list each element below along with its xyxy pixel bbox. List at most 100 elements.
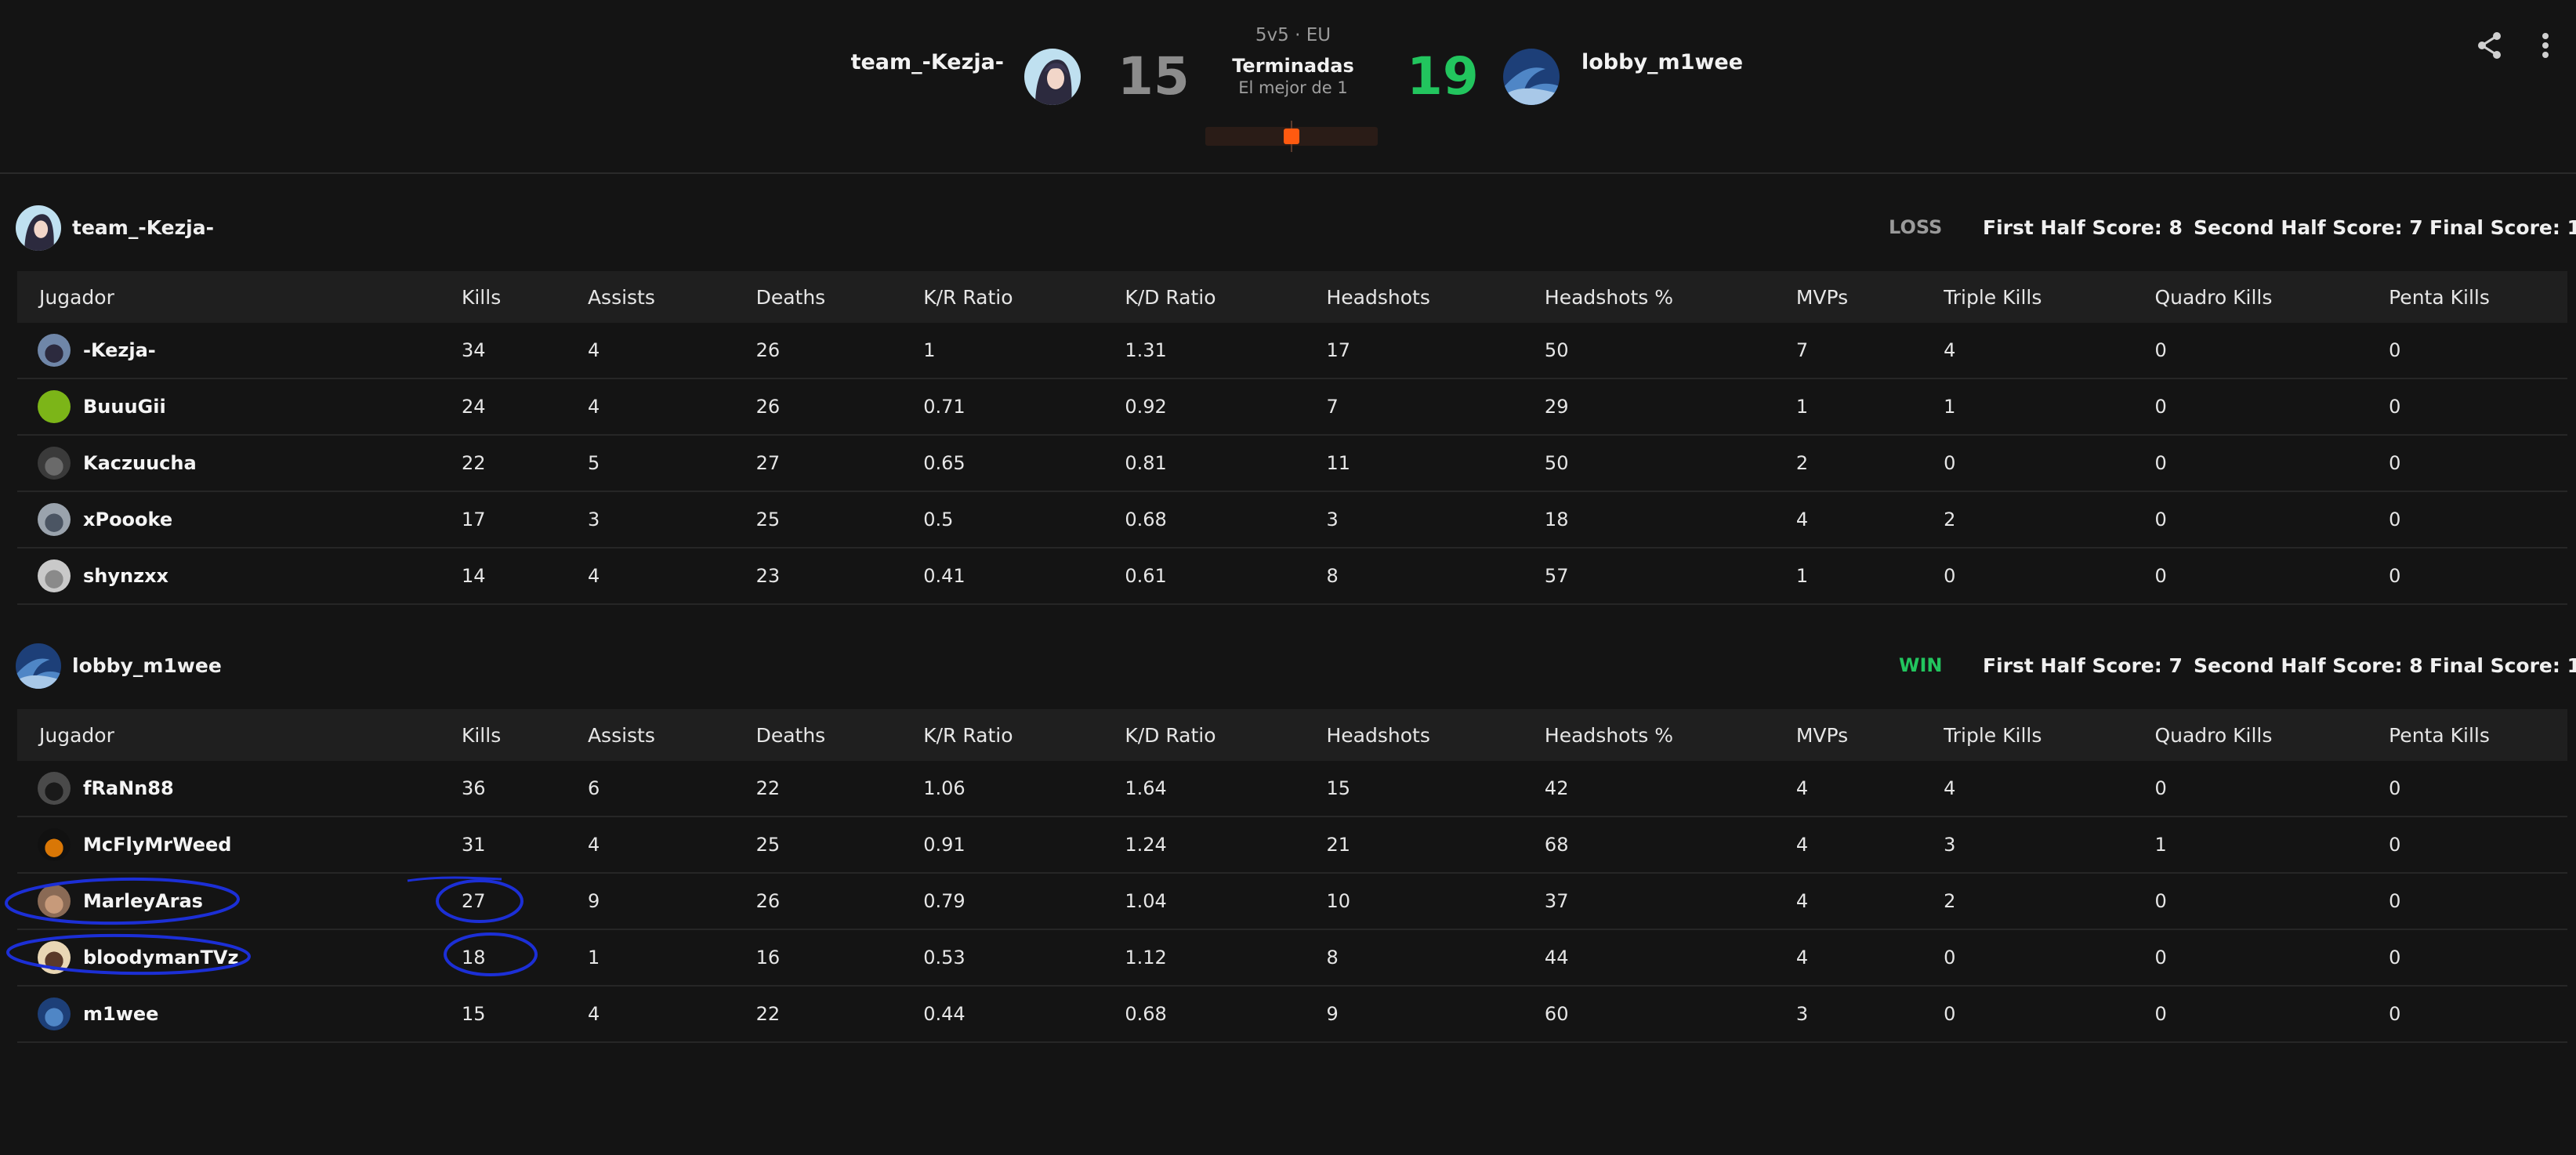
- col-header[interactable]: Quadro Kills: [2154, 285, 2273, 309]
- col-header[interactable]: K/D Ratio: [1125, 723, 1216, 747]
- stat-cell: 0: [2154, 378, 2389, 436]
- col-header[interactable]: Quadro Kills: [2154, 723, 2273, 747]
- player-name[interactable]: Kaczuucha: [83, 452, 197, 474]
- team1-summary: team_-Kezja- LOSS First Half Score: 8 Se…: [16, 205, 2576, 252]
- team2-summary-avatar[interactable]: [16, 643, 61, 689]
- team2-final: Final Score: 19: [2429, 654, 2576, 677]
- col-header[interactable]: Jugador: [39, 723, 114, 747]
- stat-cell: 6: [587, 761, 756, 817]
- player-name[interactable]: bloodymanTVz: [83, 947, 239, 969]
- team1-summary-name[interactable]: team_-Kezja-: [72, 216, 214, 239]
- col-header[interactable]: Triple Kills: [1944, 723, 2042, 747]
- stat-cell: 0.79: [923, 873, 1125, 930]
- stat-cell: 4: [1795, 873, 1944, 930]
- stat-cell: 4: [587, 816, 756, 874]
- col-header[interactable]: Headshots %: [1544, 723, 1673, 747]
- stat-cell: 18: [1544, 491, 1796, 549]
- team2-avatar[interactable]: [1503, 49, 1560, 105]
- col-header[interactable]: Assists: [587, 285, 655, 309]
- team1-result: LOSS: [1889, 216, 1943, 238]
- player-avatar[interactable]: [38, 447, 71, 480]
- col-header[interactable]: Triple Kills: [1944, 285, 2042, 309]
- team2-score: 19: [1407, 46, 1479, 107]
- col-header[interactable]: MVPs: [1795, 723, 1849, 747]
- match-mode: 5v5 · EU: [1255, 25, 1331, 45]
- player-name[interactable]: BuuuGii: [83, 396, 166, 418]
- stat-cell: 0.5: [923, 491, 1125, 549]
- stat-cell: 0.68: [1125, 986, 1327, 1043]
- col-header[interactable]: K/R Ratio: [923, 723, 1013, 747]
- col-header[interactable]: Jugador: [39, 285, 114, 309]
- stat-cell: 0: [2389, 378, 2567, 436]
- table-row: fRaNn88 36 6 22 1.06 1.64 15 42 4 4 0 0: [17, 761, 2567, 817]
- share-icon[interactable]: [2473, 28, 2507, 63]
- stat-cell: 0: [2389, 986, 2567, 1043]
- team1-avatar[interactable]: [1024, 49, 1081, 105]
- team2-name[interactable]: lobby_m1wee: [1581, 50, 1744, 74]
- stat-cell: 4: [1944, 761, 2155, 817]
- stat-cell: 0.81: [1125, 435, 1327, 492]
- player-avatar[interactable]: [38, 998, 71, 1030]
- col-header[interactable]: K/D Ratio: [1125, 285, 1216, 309]
- player-name[interactable]: MarleyAras: [83, 890, 203, 912]
- stat-cell: 27: [755, 435, 924, 492]
- col-header[interactable]: Assists: [587, 723, 655, 747]
- player-avatar[interactable]: [38, 941, 71, 974]
- player-cell: BuuuGii: [17, 378, 462, 436]
- table-row: bloodymanTVz 18 1 16 0.53 1.12 8 44 4 0 0 0: [17, 929, 2567, 987]
- player-name[interactable]: xPoooke: [83, 509, 173, 530]
- player-avatar[interactable]: [38, 828, 71, 861]
- col-header[interactable]: Headshots %: [1544, 285, 1673, 309]
- player-avatar[interactable]: [38, 772, 71, 805]
- team2-summary-name[interactable]: lobby_m1wee: [72, 654, 222, 677]
- stat-cell: 16: [755, 929, 924, 987]
- player-avatar[interactable]: [38, 390, 71, 423]
- stat-cell: 37: [1544, 873, 1796, 930]
- player-name[interactable]: fRaNn88: [83, 777, 174, 799]
- col-header[interactable]: Headshots: [1326, 285, 1430, 309]
- player-avatar[interactable]: [38, 885, 71, 918]
- player-avatar[interactable]: [38, 559, 71, 592]
- col-header[interactable]: MVPs: [1795, 285, 1849, 309]
- timeline-marker[interactable]: [1284, 129, 1299, 144]
- col-header[interactable]: Penta Kills: [2389, 285, 2490, 309]
- col-header[interactable]: Kills: [461, 723, 502, 747]
- col-header[interactable]: K/R Ratio: [923, 285, 1013, 309]
- stat-cell: 8: [1326, 929, 1545, 987]
- player-name[interactable]: -Kezja-: [83, 339, 156, 361]
- player-name[interactable]: m1wee: [83, 1003, 159, 1025]
- team2-summary: lobby_m1wee WIN First Half Score: 7 Seco…: [16, 643, 2576, 690]
- col-header[interactable]: Penta Kills: [2389, 723, 2490, 747]
- stat-cell: 0: [2389, 929, 2567, 987]
- player-avatar[interactable]: [38, 503, 71, 536]
- stat-cell: 0.71: [923, 378, 1125, 436]
- stat-cell: 36: [461, 761, 588, 817]
- more-vertical-icon[interactable]: [2528, 28, 2563, 63]
- stat-cell: 0: [2389, 816, 2567, 874]
- table-row: m1wee 15 4 22 0.44 0.68 9 60 3 0 0 0: [17, 986, 2567, 1043]
- team1-scoreboard: Jugador Kills Assists Deaths K/R Ratio K…: [17, 271, 2567, 605]
- player-cell: shynzxx: [17, 548, 462, 605]
- stat-cell: 0: [2154, 929, 2389, 987]
- col-header[interactable]: Deaths: [755, 285, 826, 309]
- stat-cell: 3: [1326, 491, 1545, 549]
- stat-cell: 0: [2389, 435, 2567, 492]
- player-name[interactable]: McFlyMrWeed: [83, 834, 232, 856]
- team1-final: Final Score: 15: [2429, 216, 2576, 239]
- stat-cell: 0: [2154, 986, 2389, 1043]
- player-avatar[interactable]: [38, 334, 71, 367]
- player-cell: McFlyMrWeed: [17, 816, 462, 874]
- col-header[interactable]: Deaths: [755, 723, 826, 747]
- round-timeline[interactable]: [1205, 121, 1378, 152]
- team1-summary-avatar[interactable]: [16, 205, 61, 251]
- stat-cell: 50: [1544, 323, 1796, 379]
- stat-cell: 1: [587, 929, 756, 987]
- col-header[interactable]: Headshots: [1326, 723, 1430, 747]
- col-header[interactable]: Kills: [461, 285, 502, 309]
- player-name[interactable]: shynzxx: [83, 565, 169, 587]
- table-row: McFlyMrWeed 31 4 25 0.91 1.24 21 68 4 3 1 0: [17, 816, 2567, 874]
- team2-result: WIN: [1899, 654, 1943, 676]
- stat-cell: 0: [1944, 548, 2155, 605]
- table-row: BuuuGii 24 4 26 0.71 0.92 7 29 1 1 0 0: [17, 378, 2567, 436]
- team1-name[interactable]: team_-Kezja-: [850, 50, 1004, 74]
